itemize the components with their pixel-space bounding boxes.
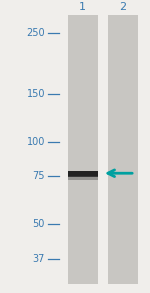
Text: 1: 1 — [79, 2, 86, 12]
Text: 37: 37 — [33, 254, 45, 264]
Text: 50: 50 — [33, 219, 45, 229]
Bar — [68, 171, 98, 177]
Bar — [68, 15, 98, 284]
Text: 75: 75 — [33, 171, 45, 181]
Text: 250: 250 — [26, 28, 45, 38]
Text: 150: 150 — [27, 88, 45, 98]
Bar — [68, 176, 98, 180]
Text: 2: 2 — [119, 2, 127, 12]
Bar — [108, 15, 138, 284]
Text: 100: 100 — [27, 137, 45, 146]
